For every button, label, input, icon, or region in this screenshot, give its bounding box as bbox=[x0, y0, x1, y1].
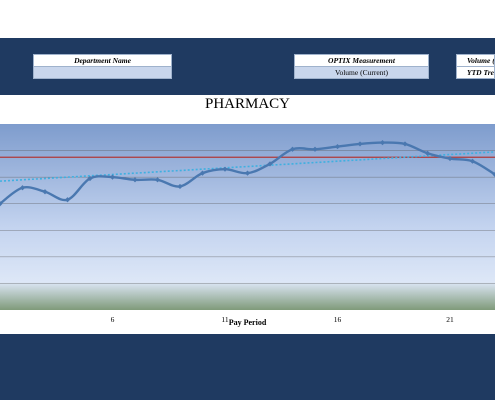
data-point bbox=[424, 150, 431, 156]
data-point bbox=[312, 146, 318, 152]
data-point bbox=[334, 143, 341, 150]
x-tick-label: 6 bbox=[110, 315, 115, 324]
volume-label: Volume ( bbox=[456, 54, 495, 67]
data-point bbox=[19, 185, 26, 191]
data-point bbox=[267, 161, 273, 167]
department-box: Department Name bbox=[33, 54, 172, 79]
data-point bbox=[132, 177, 138, 183]
data-point bbox=[379, 140, 386, 146]
x-tick-label: 11 bbox=[221, 315, 229, 324]
ytd-trend-label: YTD Tre bbox=[456, 67, 495, 79]
data-point bbox=[154, 177, 161, 183]
x-axis-label: Pay Period bbox=[228, 318, 267, 327]
measurement-value[interactable]: Volume (Current) bbox=[294, 67, 429, 79]
department-value[interactable] bbox=[33, 67, 172, 79]
data-point bbox=[469, 158, 476, 164]
chart-title: PHARMACY bbox=[204, 96, 291, 112]
header-band: Department Name OPTIX Measurement Volume… bbox=[0, 38, 495, 95]
data-point bbox=[402, 141, 408, 147]
data-point bbox=[109, 174, 116, 180]
x-tick-label: 21 bbox=[446, 315, 454, 324]
measurement-box: OPTIX Measurement Volume (Current) bbox=[294, 54, 429, 79]
department-label: Department Name bbox=[33, 54, 172, 67]
measurement-label: OPTIX Measurement bbox=[294, 54, 429, 67]
volume-box: Volume ( YTD Tre bbox=[456, 54, 495, 79]
data-point bbox=[199, 170, 206, 176]
chart-plot bbox=[0, 124, 495, 310]
trend-line bbox=[0, 151, 495, 182]
footer-band bbox=[0, 334, 495, 400]
data-point bbox=[244, 170, 251, 176]
top-margin bbox=[0, 0, 495, 38]
data-point bbox=[64, 197, 71, 203]
data-point bbox=[357, 141, 363, 147]
data-point bbox=[492, 171, 495, 178]
data-point bbox=[222, 166, 228, 172]
data-point bbox=[42, 189, 48, 195]
x-axis-strip bbox=[0, 310, 495, 334]
data-point bbox=[289, 146, 296, 152]
data-point bbox=[447, 155, 453, 162]
x-tick-label: 16 bbox=[333, 315, 342, 324]
data-point bbox=[0, 201, 3, 207]
data-point bbox=[87, 175, 93, 182]
plot-area bbox=[0, 124, 495, 310]
title-bar bbox=[0, 95, 495, 124]
